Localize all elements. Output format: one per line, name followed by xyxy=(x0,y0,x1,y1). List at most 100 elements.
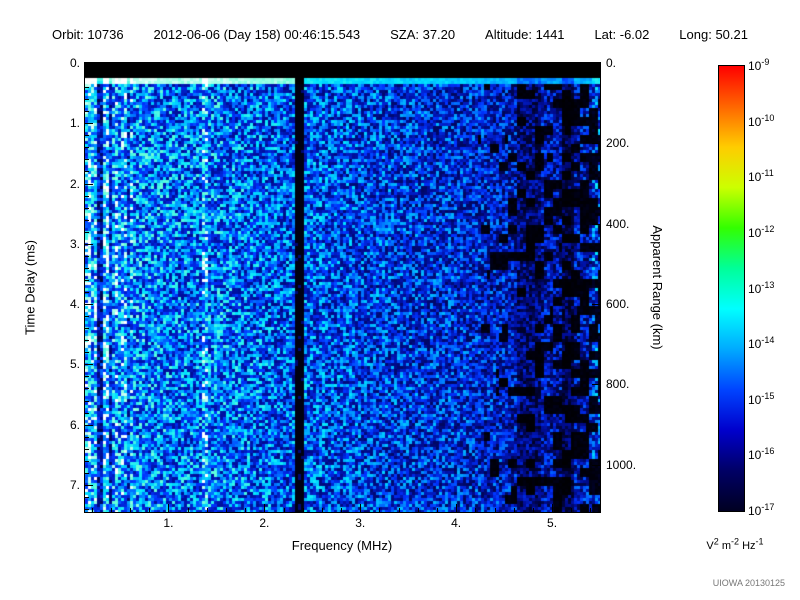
axis-tick-mark xyxy=(571,508,573,512)
axis-tick-mark xyxy=(592,464,600,466)
header-lat: Lat: -6.02 xyxy=(594,27,650,42)
axis-tick-mark xyxy=(532,508,534,512)
axis-tick-mark xyxy=(283,63,285,67)
axis-tick-mark xyxy=(283,508,285,512)
axis-tick-mark xyxy=(494,508,496,512)
x-tick-label: 3. xyxy=(355,516,366,530)
axis-tick-mark xyxy=(590,63,592,67)
axis-tick-mark xyxy=(302,63,304,67)
axis-tick-mark xyxy=(456,63,458,71)
axis-tick-mark xyxy=(379,63,381,67)
spectrogram-plot-frame xyxy=(84,62,601,513)
colorbar-tick-label: 10-10 xyxy=(748,112,775,129)
x-tick-label: 4. xyxy=(451,516,462,530)
axis-tick-mark xyxy=(398,508,400,512)
axis-tick-mark xyxy=(85,292,89,294)
axis-tick-mark xyxy=(571,63,573,67)
range-tick-label: 600. xyxy=(606,297,630,312)
header-sza: SZA: 37.20 xyxy=(390,27,456,42)
colorbar-tick-label: 10-9 xyxy=(748,57,770,73)
axis-tick-mark xyxy=(475,63,477,67)
axis-tick-mark xyxy=(85,304,93,306)
y-tick-label: 3. xyxy=(69,236,80,251)
axis-tick-mark xyxy=(85,328,89,330)
axis-tick-mark xyxy=(360,63,362,71)
header-datetime: 2012-06-06 (Day 158) 00:46:15.543 xyxy=(153,27,361,42)
axis-tick-mark xyxy=(494,63,496,67)
axis-tick-mark xyxy=(85,195,89,197)
colorbar-tick-label: 10-12 xyxy=(748,223,775,240)
axis-tick-mark xyxy=(85,75,89,77)
axis-tick-mark xyxy=(436,63,438,67)
axis-tick-mark xyxy=(91,63,93,67)
axis-tick-mark xyxy=(85,171,89,173)
colorbar-tick-label: 10-11 xyxy=(748,168,774,185)
axis-tick-mark xyxy=(264,63,266,71)
axis-tick-mark xyxy=(85,183,93,185)
axis-tick-mark xyxy=(85,460,89,462)
axis-tick-mark xyxy=(85,135,89,137)
axis-tick-mark xyxy=(85,99,89,101)
range-tick-label: 200. xyxy=(606,136,630,151)
axis-tick-mark xyxy=(225,508,227,512)
axis-tick-mark xyxy=(187,508,189,512)
axis-tick-mark xyxy=(85,400,89,402)
axis-tick-mark xyxy=(513,508,515,512)
axis-tick-mark xyxy=(417,63,419,67)
axis-tick-mark xyxy=(110,63,112,67)
axis-tick-mark xyxy=(341,63,343,67)
axis-tick-mark xyxy=(341,508,343,512)
axis-tick-mark xyxy=(85,63,93,64)
axis-tick-mark xyxy=(85,267,89,269)
axis-tick-mark xyxy=(168,504,170,512)
axis-tick-mark xyxy=(85,388,89,390)
axis-tick-mark xyxy=(398,63,400,67)
axis-tick-mark xyxy=(85,255,89,257)
axis-tick-mark xyxy=(321,508,323,512)
axis-tick-mark xyxy=(245,63,247,67)
axis-tick-mark xyxy=(130,508,132,512)
axis-tick-mark xyxy=(85,147,89,149)
axis-tick-mark xyxy=(85,87,89,89)
axis-tick-mark xyxy=(85,279,89,281)
axis-tick-mark xyxy=(417,508,419,512)
y-tick-label: 6. xyxy=(69,417,80,432)
axis-tick-mark xyxy=(532,63,534,67)
range-tick-label: 1000. xyxy=(606,457,637,472)
axis-tick-mark xyxy=(85,159,89,161)
axis-tick-mark xyxy=(149,508,151,512)
axis-tick-mark xyxy=(592,143,600,145)
axis-tick-mark xyxy=(206,63,208,67)
header-altitude: Altitude: 1441 xyxy=(485,27,565,42)
axis-tick-mark xyxy=(360,504,362,512)
header-long: Long: 50.21 xyxy=(679,27,748,42)
axis-tick-mark xyxy=(475,508,477,512)
axis-tick-mark xyxy=(302,508,304,512)
colorbar-tick-label: 10-14 xyxy=(748,335,775,352)
axis-tick-mark xyxy=(592,223,600,225)
axis-tick-mark xyxy=(85,436,89,438)
y-tick-label: 1. xyxy=(69,116,80,131)
unit-v: V2 xyxy=(706,536,719,552)
colorbar-tick-label: 10-17 xyxy=(748,502,775,518)
axis-tick-mark xyxy=(245,508,247,512)
credit-watermark: UIOWA 20130125 xyxy=(712,578,785,588)
axis-tick-mark xyxy=(85,123,93,125)
axis-tick-mark xyxy=(85,496,89,498)
y-tick-label: 2. xyxy=(69,176,80,191)
axis-tick-mark xyxy=(225,63,227,67)
axis-tick-mark xyxy=(168,63,170,71)
axis-tick-mark xyxy=(130,63,132,67)
x-tick-label: 5. xyxy=(547,516,558,530)
axis-tick-mark xyxy=(592,304,600,306)
colorbar-unit-label: V2 m-2 Hz-1 xyxy=(690,536,780,552)
axis-tick-mark xyxy=(85,231,89,233)
axis-tick-mark xyxy=(85,376,89,378)
header-info-bar: Orbit: 10736 2012-06-06 (Day 158) 00:46:… xyxy=(52,27,748,42)
axis-tick-mark xyxy=(592,384,600,386)
unit-hz: Hz-1 xyxy=(742,536,764,552)
range-tick-label: 0. xyxy=(606,56,617,70)
axis-tick-mark xyxy=(436,508,438,512)
axis-tick-mark xyxy=(321,63,323,67)
